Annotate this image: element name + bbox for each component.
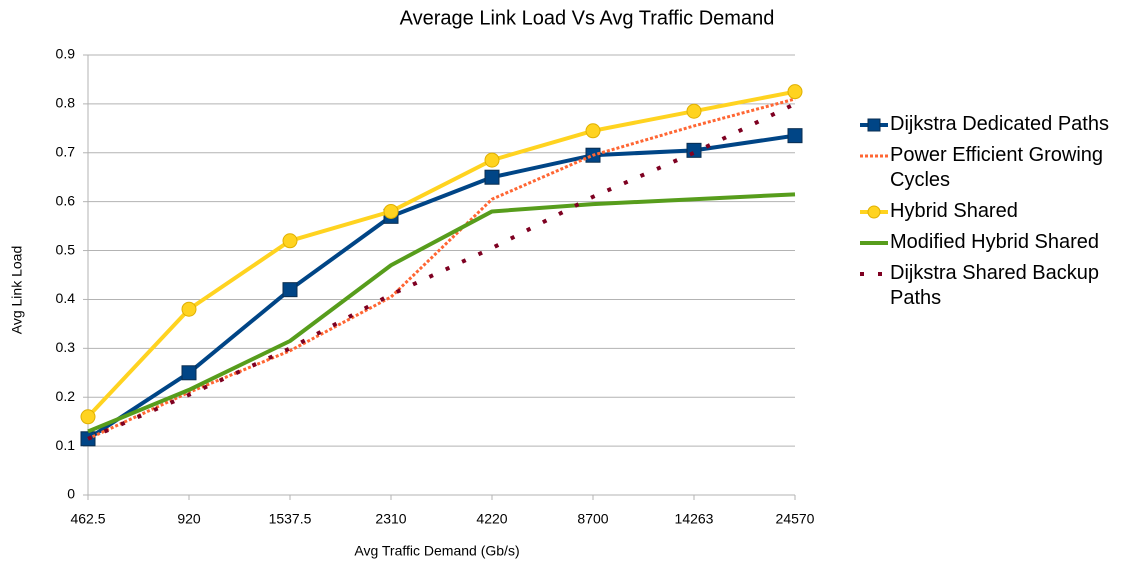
x-tick-label: 920 xyxy=(177,511,201,527)
y-tick-label: 0.3 xyxy=(56,339,76,355)
data-point xyxy=(383,203,399,219)
data-point xyxy=(686,142,702,158)
data-point xyxy=(181,301,197,317)
y-axis-label: Avg Link Load xyxy=(9,246,25,334)
y-tick-label: 0.5 xyxy=(56,241,76,257)
data-point xyxy=(787,84,803,100)
legend-marker xyxy=(867,205,881,219)
legend-item: Hybrid Shared xyxy=(858,199,1138,224)
y-tick-label: 0.9 xyxy=(56,46,76,62)
legend-item: Dijkstra Dedicated Paths xyxy=(858,112,1138,137)
x-tick-label: 24570 xyxy=(776,511,815,527)
legend: Dijkstra Dedicated Paths Power Efficient … xyxy=(858,112,1138,317)
legend-swatch xyxy=(860,205,888,219)
data-point xyxy=(787,128,803,144)
data-point xyxy=(282,282,298,298)
legend-item: Power Efficient Growing Cycles xyxy=(858,143,1138,193)
legend-label: Modified Hybrid Shared xyxy=(890,231,1099,253)
data-point xyxy=(686,103,702,119)
legend-swatch xyxy=(860,154,888,158)
x-tick-label: 2310 xyxy=(375,511,406,527)
x-tick-label: 8700 xyxy=(577,511,608,527)
x-tick-label: 1537.5 xyxy=(269,511,312,527)
series-line xyxy=(86,89,796,419)
data-point xyxy=(80,409,96,425)
x-tick-label: 462.5 xyxy=(70,511,105,527)
data-point xyxy=(282,233,298,249)
legend-swatch xyxy=(860,241,888,245)
data-point xyxy=(585,123,601,139)
series-line xyxy=(86,133,796,441)
series-line xyxy=(87,102,796,441)
legend-swatch xyxy=(860,118,888,132)
y-tick-label: 0.1 xyxy=(56,437,76,453)
y-tick-label: 0.7 xyxy=(56,143,76,159)
data-point xyxy=(484,169,500,185)
legend-swatch xyxy=(860,272,888,276)
series-line xyxy=(87,192,796,434)
data-point xyxy=(181,365,197,381)
data-point xyxy=(484,152,500,168)
chart-title: Average Link Load Vs Avg Traffic Demand xyxy=(400,7,775,29)
x-tick-label: 14263 xyxy=(675,511,714,527)
y-tick-label: 0.6 xyxy=(56,192,76,208)
legend-label: Dijkstra Shared Backup Paths xyxy=(890,262,1099,309)
legend-label: Power Efficient Growing Cycles xyxy=(890,144,1104,191)
legend-label: Hybrid Shared xyxy=(890,200,1018,222)
y-tick-label: 0.8 xyxy=(56,95,76,111)
y-tick-label: 0 xyxy=(67,486,75,502)
series-line xyxy=(87,97,796,441)
x-axis-label: Avg Traffic Demand (Gb/s) xyxy=(354,543,519,559)
y-tick-label: 0.4 xyxy=(56,290,76,306)
legend-item: Modified Hybrid Shared xyxy=(858,230,1138,255)
y-tick-label: 0.2 xyxy=(56,388,76,404)
x-tick-label: 4220 xyxy=(476,511,507,527)
legend-item: Dijkstra Shared Backup Paths xyxy=(858,261,1138,311)
legend-label: Dijkstra Dedicated Paths xyxy=(890,113,1109,135)
legend-marker xyxy=(867,118,881,132)
